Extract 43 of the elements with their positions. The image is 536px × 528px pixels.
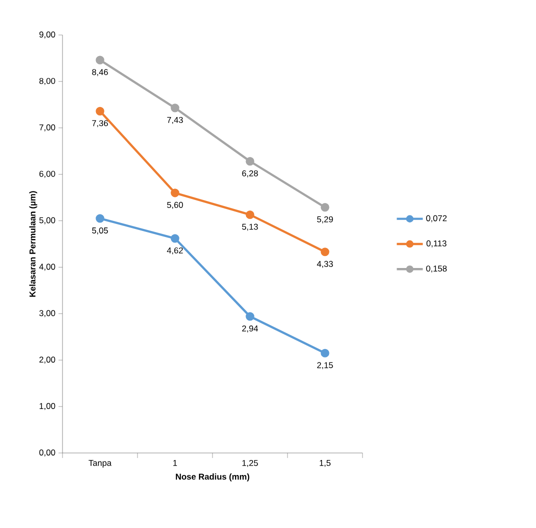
legend-label: 0,158 [426, 266, 447, 273]
y-tick-label: 4,00 [39, 264, 56, 271]
y-tick-label: 1,00 [40, 403, 56, 410]
y-tick-label: 7,00 [39, 124, 56, 132]
legend-label: 0,113 [426, 240, 446, 248]
point [96, 214, 104, 223]
data-label: 2,15 [317, 362, 333, 370]
y-tick-label: 8,00 [39, 78, 56, 85]
y-tick-label: 6,00 [39, 170, 56, 178]
y-tick-label: 9,00 [39, 32, 56, 38]
data-label: 2,94 [242, 325, 258, 332]
y-tick-label: 0,00 [39, 449, 56, 456]
data-label: 7,43 [167, 116, 183, 124]
point [170, 104, 180, 112]
point [246, 312, 254, 321]
x-tick-label: 1 [173, 460, 177, 466]
point [170, 188, 180, 198]
point [320, 203, 330, 212]
point [320, 248, 330, 256]
data-label: 8,46 [92, 69, 108, 76]
data-label: 7,36 [92, 120, 108, 128]
y-tick-label: 3,00 [39, 310, 56, 318]
data-label: 5,05 [92, 227, 108, 234]
x-axis-title: Nose Radius (mm) [176, 473, 250, 482]
data-label: 6,28 [242, 170, 258, 178]
point [96, 56, 104, 64]
point [246, 157, 254, 166]
y-tick-label: 5,00 [39, 217, 56, 224]
point [320, 348, 330, 358]
data-label: 5,29 [317, 216, 333, 224]
data-label: 4,33 [316, 260, 333, 268]
data-label: 4,62 [166, 247, 183, 254]
point [170, 234, 180, 243]
data-label: 5,13 [242, 224, 258, 231]
data-label: 5,60 [167, 202, 183, 209]
x-tick-label: Tanpa [88, 460, 112, 468]
point [246, 210, 254, 220]
point [96, 106, 104, 116]
x-tick-label: 1,5 [320, 460, 331, 467]
legend-label: 0,072 [426, 215, 447, 222]
x-tick-label: 1,25 [242, 460, 258, 467]
y-axis-title: Kelasaran Permulaan (µm) [29, 191, 38, 297]
y-tick-label: 2,00 [39, 356, 56, 364]
